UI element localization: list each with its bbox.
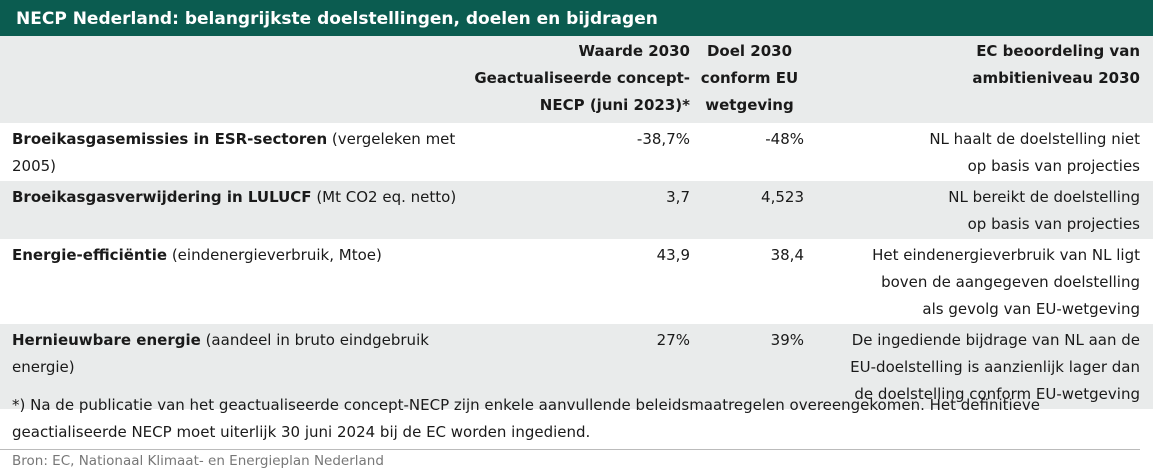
table-row: Energie-efficiëntie (eindenergieverbruik…	[0, 239, 1153, 324]
table: Waarde 2030 Geactualiseerde concept- NECP …	[0, 36, 1153, 409]
doel-cell: 38,4	[770, 246, 804, 264]
header-line: Doel 2030	[706, 42, 793, 60]
rule	[0, 449, 1140, 450]
row-label-cell: Broeikasgasemissies in ESR-sectoren (ver…	[0, 123, 470, 181]
beoordeling-cell: NL bereikt de doelstelling op basis van p…	[810, 181, 1153, 239]
row-note: (aandeel in bruto eindgebruik energie)	[12, 331, 429, 376]
header-line: NECP (juni 2023)*	[539, 96, 690, 114]
header-line: Geactualiseerde concept-	[474, 69, 690, 87]
beoordeling-line: EU-doelstelling is aanzienlijk lager dan	[850, 358, 1140, 376]
header-cell	[0, 36, 470, 123]
row-note: (Mt CO2 eq. netto)	[316, 188, 457, 206]
doel-cell: 39%	[770, 331, 804, 349]
header-cell: EC beoordeling van ambitieniveau 2030	[810, 36, 1153, 123]
header-cell: Doel 2030 conform EU wetgeving	[695, 36, 810, 123]
beoordeling-line: De ingediende bijdrage van NL aan de	[851, 331, 1140, 349]
beoordeling-line: Het eindenergieverbruik van NL ligt	[872, 246, 1140, 264]
beoordeling-line: de doelstelling conform EU-wetgeving	[854, 385, 1140, 403]
doel-cell: -48%	[765, 130, 804, 148]
row-note: (vergeleken met 2005)	[12, 130, 456, 175]
source: Bron: EC, Nationaal Klimaat- en Energiep…	[12, 453, 384, 469]
header-cell: Waarde 2030 Geactualiseerde concept- NECP …	[470, 36, 695, 123]
table-row: Broeikasgasverwijdering in LULUCF (Mt CO…	[0, 181, 1153, 239]
waarde-cell: 43,9	[656, 246, 690, 264]
header-row: Waarde 2030 Geactualiseerde concept- NECP …	[0, 36, 1153, 123]
waarde-cell: -38,7%	[636, 130, 690, 148]
header-line: Waarde 2030	[578, 42, 690, 60]
beoordeling-line: NL bereikt de doelstelling	[948, 188, 1140, 206]
header-line: EC beoordeling van	[976, 42, 1140, 60]
beoordeling-line: NL haalt de doelstelling niet	[929, 130, 1140, 148]
beoordeling-line: op basis van projecties	[967, 215, 1140, 233]
beoordeling-line: op basis van projecties	[967, 157, 1140, 175]
title: NECP Nederland: belangrijkste doelstelli…	[0, 0, 1153, 36]
header-line: wetgeving	[705, 96, 794, 114]
row-label-cell: Energie-efficiëntie (eindenergieverbruik…	[0, 239, 470, 324]
beoordeling-cell: De ingediende bijdrage van NL aan de EU-d…	[810, 324, 1153, 409]
waarde-cell: 27%	[656, 331, 690, 349]
doel-cell: 4,523	[761, 188, 804, 206]
row-label-cell: Broeikasgasverwijdering in LULUCF (Mt CO…	[0, 181, 470, 239]
row-label: Broeikasgasemissies in ESR-sectoren	[12, 130, 328, 148]
waarde-cell: 3,7	[666, 188, 690, 206]
row-label: Broeikasgasverwijdering in LULUCF	[12, 188, 312, 206]
footnote: *) Na de publicatie van het geactualisee…	[12, 396, 1041, 441]
row-label: Hernieuwbare energie	[12, 331, 201, 349]
beoordeling-cell: Het eindenergieverbruik van NL ligt boven…	[810, 239, 1153, 324]
row-label-cell: Hernieuwbare energie (aandeel in bruto e…	[0, 324, 470, 409]
beoordeling-cell: NL haalt de doelstelling niet op basis va…	[810, 123, 1153, 181]
beoordeling-line: als gevolg van EU-wetgeving	[922, 300, 1140, 318]
row-note: (eindenergieverbruik, Mtoe)	[171, 246, 382, 264]
table-row: Broeikasgasemissies in ESR-sectoren (ver…	[0, 123, 1153, 181]
header-line: ambitieniveau 2030	[972, 69, 1140, 87]
header-line: conform EU	[700, 69, 799, 87]
beoordeling-line: boven de aangegeven doelstelling	[881, 273, 1140, 291]
table-row: Hernieuwbare energie (aandeel in bruto e…	[0, 324, 1153, 409]
row-label: Energie-efficiëntie	[12, 246, 168, 264]
